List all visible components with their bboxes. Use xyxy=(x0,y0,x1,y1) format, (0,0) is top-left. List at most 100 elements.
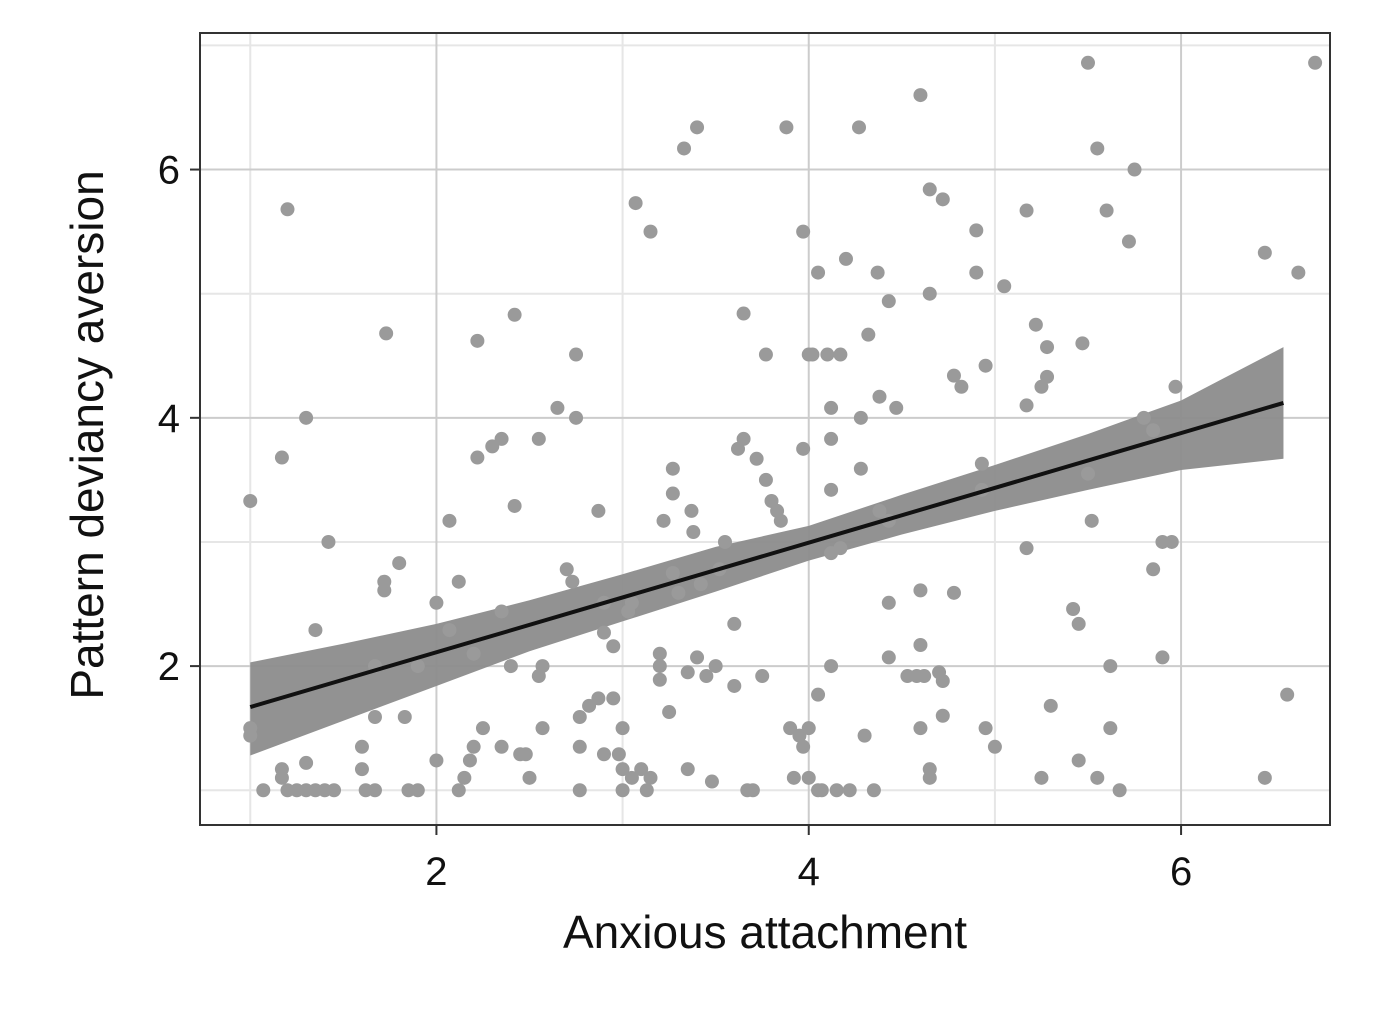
data-point xyxy=(503,659,518,674)
data-point xyxy=(1136,410,1151,425)
data-point xyxy=(736,431,751,446)
data-point xyxy=(852,120,867,135)
data-point xyxy=(1146,562,1161,577)
data-point xyxy=(829,783,844,798)
data-point xyxy=(494,739,509,754)
data-point xyxy=(535,659,550,674)
data-point xyxy=(1164,534,1179,549)
data-point xyxy=(693,577,708,592)
data-point xyxy=(671,585,686,600)
data-point xyxy=(922,770,937,785)
data-point xyxy=(913,88,928,103)
data-point xyxy=(1155,650,1170,665)
data-point xyxy=(1280,687,1295,702)
data-point xyxy=(518,747,533,762)
data-point xyxy=(442,513,457,528)
data-point xyxy=(367,783,382,798)
data-point xyxy=(572,739,587,754)
data-point xyxy=(853,461,868,476)
data-point xyxy=(299,410,314,425)
data-point xyxy=(494,431,509,446)
y-tick-label: 6 xyxy=(158,149,180,193)
data-point xyxy=(652,646,667,661)
x-tick-label: 2 xyxy=(425,850,447,894)
data-point xyxy=(367,710,382,724)
data-point xyxy=(779,120,794,135)
data-point xyxy=(913,721,928,736)
data-point xyxy=(680,665,695,680)
data-point xyxy=(1066,602,1081,616)
x-axis-title: Anxious attachment xyxy=(563,906,967,958)
data-point xyxy=(582,698,597,713)
data-point xyxy=(643,770,658,785)
data-point xyxy=(946,585,961,600)
data-point xyxy=(662,705,677,720)
data-point xyxy=(717,534,732,549)
data-point xyxy=(820,347,835,362)
data-point xyxy=(634,762,649,777)
data-point xyxy=(606,691,621,706)
data-point xyxy=(615,762,630,777)
data-point xyxy=(801,770,816,785)
data-point xyxy=(870,265,885,280)
x-tick-label: 4 xyxy=(798,850,820,894)
data-point xyxy=(470,450,485,465)
data-point xyxy=(792,728,807,743)
data-point xyxy=(773,513,788,528)
data-point xyxy=(591,503,606,518)
data-point xyxy=(569,410,584,425)
data-point xyxy=(1080,55,1095,70)
data-point xyxy=(935,674,950,688)
confidence-band xyxy=(250,347,1284,756)
data-point xyxy=(1308,55,1323,70)
data-point xyxy=(824,482,839,497)
data-point xyxy=(978,358,993,373)
data-point xyxy=(643,224,658,239)
data-point xyxy=(451,783,466,798)
data-point xyxy=(615,721,630,736)
data-point xyxy=(954,379,969,394)
data-point xyxy=(665,461,680,476)
data-point xyxy=(978,721,993,736)
data-point xyxy=(969,265,984,280)
data-point xyxy=(677,141,692,156)
data-point xyxy=(652,672,667,687)
data-point xyxy=(686,525,701,540)
data-point xyxy=(857,728,872,743)
data-point xyxy=(922,182,937,197)
data-point xyxy=(535,721,550,736)
data-point xyxy=(591,691,606,706)
data-point xyxy=(308,623,323,638)
data-point xyxy=(522,770,537,785)
data-point xyxy=(572,783,587,798)
data-point xyxy=(1019,398,1034,413)
data-point xyxy=(1168,379,1183,394)
data-point xyxy=(946,368,961,383)
data-point xyxy=(708,659,723,674)
data-point xyxy=(1112,783,1127,798)
data-point xyxy=(1034,770,1049,785)
data-point xyxy=(796,441,811,456)
data-point xyxy=(327,783,342,798)
data-point xyxy=(1028,317,1043,332)
data-point xyxy=(397,710,412,724)
data-point xyxy=(457,770,472,785)
data-point xyxy=(935,192,950,207)
data-point xyxy=(274,770,289,785)
data-point xyxy=(665,566,680,580)
data-point xyxy=(913,583,928,598)
data-point xyxy=(838,251,853,266)
y-tick-label: 4 xyxy=(158,397,180,441)
data-point xyxy=(755,669,770,684)
data-point xyxy=(410,659,425,674)
data-point xyxy=(1071,616,1086,631)
data-point xyxy=(451,574,466,589)
data-point xyxy=(704,774,719,789)
data-point xyxy=(572,710,587,724)
data-point xyxy=(466,646,481,661)
data-point xyxy=(656,513,671,528)
data-point xyxy=(917,669,932,684)
data-point xyxy=(429,595,444,610)
data-point xyxy=(392,556,407,571)
